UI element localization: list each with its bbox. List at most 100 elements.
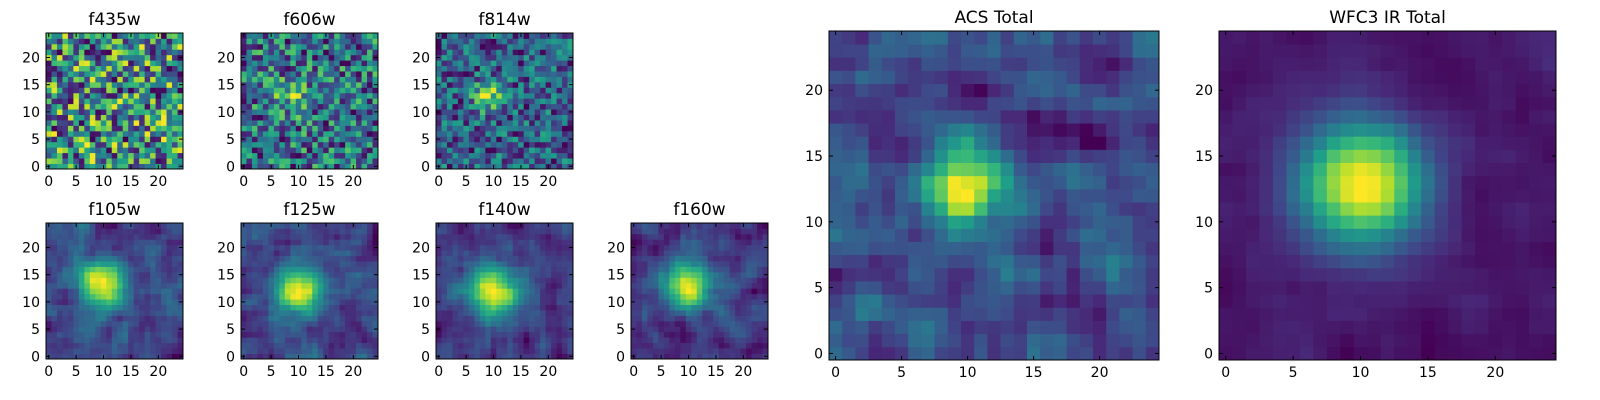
heatmap-cell — [855, 228, 869, 242]
heatmap-cell — [339, 136, 346, 143]
heatmap-cell — [166, 348, 173, 354]
heatmap-cell — [155, 233, 162, 240]
heatmap-cell — [323, 158, 330, 164]
heatmap-cell — [908, 267, 922, 282]
heatmap-cell — [647, 244, 654, 251]
heatmap-cell — [490, 98, 497, 105]
heatmap-cell — [463, 98, 470, 105]
heatmap-cell — [1053, 188, 1067, 203]
heatmap-cell — [284, 92, 291, 99]
heatmap-cell — [696, 261, 703, 267]
heatmap-cell — [257, 65, 264, 72]
heatmap-cell — [317, 250, 324, 257]
heatmap-cell — [317, 288, 324, 295]
heatmap-cell — [89, 342, 96, 349]
heatmap-cell — [457, 54, 464, 61]
heatmap-cell — [155, 54, 162, 61]
heatmap-cell — [496, 163, 503, 170]
heatmap-cell — [62, 163, 69, 170]
heatmap-cell — [273, 244, 280, 251]
heatmap-cell — [523, 337, 530, 344]
heatmap-cell — [155, 81, 162, 88]
heatmap-cell — [312, 152, 319, 159]
heatmap-cell — [306, 348, 313, 354]
heatmap-cell — [446, 38, 453, 45]
heatmap-cell — [328, 152, 335, 159]
heatmap-cell — [674, 233, 681, 240]
heatmap-cell — [317, 76, 324, 83]
heatmap-cell — [507, 255, 514, 262]
heatmap-cell — [106, 141, 113, 148]
heatmap-cell — [284, 304, 291, 311]
heatmap-cell — [974, 149, 988, 163]
heatmap-cell — [523, 163, 530, 170]
heatmap-cell — [290, 109, 297, 115]
heatmap-cell — [545, 54, 552, 61]
heatmap-cell — [740, 304, 747, 311]
heatmap-cell — [117, 147, 124, 154]
heatmap-cell — [312, 277, 319, 284]
heatmap-cell — [251, 288, 258, 295]
heatmap-cell — [106, 136, 113, 143]
heatmap-cell — [540, 98, 546, 105]
heatmap-cell — [350, 228, 357, 235]
heatmap-cell — [540, 299, 546, 305]
heatmap-cell — [328, 38, 335, 45]
heatmap-cell — [312, 87, 319, 94]
heatmap-cell — [350, 244, 357, 251]
heatmap-cell — [1040, 320, 1054, 335]
heatmap-cell — [155, 271, 162, 278]
heatmap-cell — [881, 333, 896, 348]
heatmap-cell — [895, 149, 909, 163]
heatmap-cell — [474, 163, 481, 170]
heatmap-cell — [345, 310, 351, 316]
heatmap-cell — [257, 81, 264, 88]
heatmap-cell — [436, 320, 442, 327]
heatmap-cell — [295, 49, 302, 56]
heatmap-cell — [306, 65, 313, 72]
heatmap-cell — [100, 43, 107, 50]
heatmap-cell — [446, 282, 453, 289]
heatmap-cell — [702, 353, 709, 360]
heatmap-cell — [172, 326, 178, 333]
heatmap-cell — [680, 337, 687, 344]
heatmap-cell — [512, 81, 519, 88]
heatmap-cell — [707, 255, 714, 262]
heatmap-cell — [680, 250, 687, 257]
heatmap-cell — [534, 49, 541, 56]
heatmap-cell — [652, 244, 659, 251]
heatmap-cell — [529, 261, 536, 267]
heatmap-cell — [562, 239, 568, 246]
heatmap-cell — [551, 348, 557, 354]
heatmap-cell — [468, 76, 475, 83]
heatmap-cell — [279, 130, 286, 137]
heatmap-cell — [457, 271, 464, 278]
heatmap-cell — [735, 228, 741, 235]
heatmap-cell — [89, 315, 96, 322]
y-tick-label: 10 — [22, 105, 40, 121]
heatmap-cell — [479, 163, 486, 170]
heatmap-cell — [562, 310, 568, 316]
heatmap-cell — [144, 342, 151, 349]
heatmap-cell — [89, 255, 96, 262]
heatmap-cell — [339, 163, 346, 170]
heatmap-cell — [100, 266, 107, 273]
heatmap-cell — [446, 114, 453, 121]
heatmap-cell — [78, 87, 85, 94]
heatmap-cell — [128, 65, 135, 72]
heatmap-cell — [350, 109, 357, 115]
heatmap-cell — [262, 125, 269, 132]
heatmap-cell — [301, 299, 308, 305]
heatmap-cell — [328, 244, 335, 251]
heatmap-cell — [56, 130, 63, 137]
heatmap-cell — [895, 307, 909, 321]
heatmap-cell — [696, 331, 703, 338]
heatmap-cell — [829, 320, 843, 335]
heatmap-cell — [685, 244, 692, 251]
heatmap-cell — [468, 233, 475, 240]
heatmap-cell — [518, 233, 525, 240]
heatmap-cell — [523, 152, 530, 159]
heatmap-cell — [740, 277, 747, 284]
heatmap-cell — [257, 125, 264, 132]
heatmap-cell — [490, 65, 497, 72]
